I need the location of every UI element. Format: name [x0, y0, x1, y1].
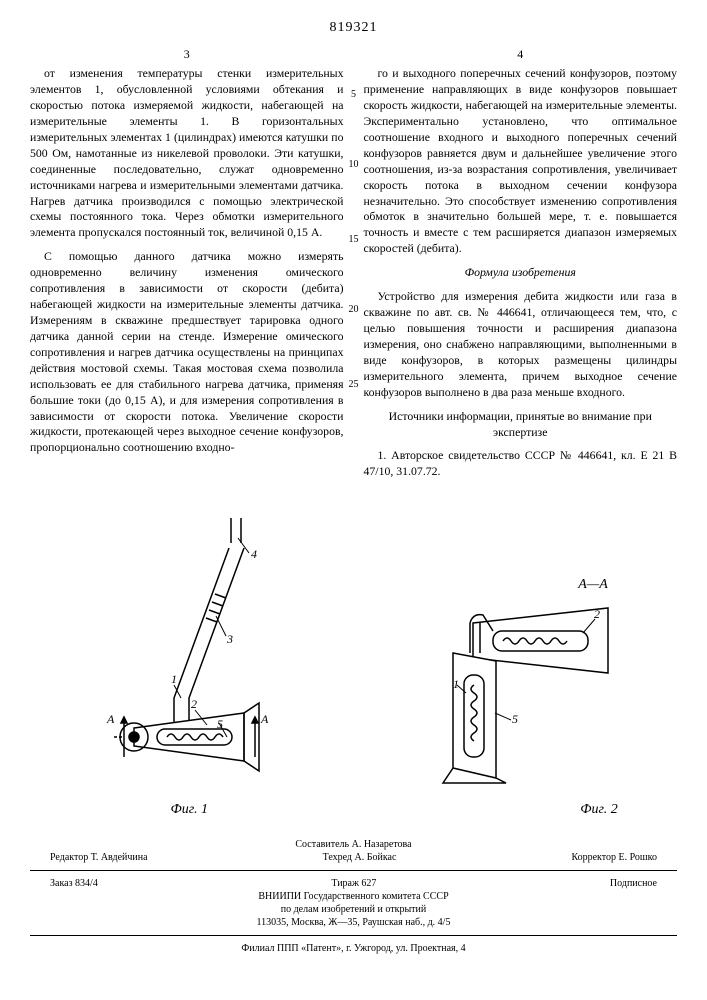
patent-number: 819321 — [30, 20, 677, 36]
line-marker: 10 — [345, 160, 363, 170]
right-paragraph-3: 1. Авторское свидетельство СССР № 446641… — [364, 448, 678, 480]
footer-order: Заказ 834/4 — [50, 877, 98, 890]
left-paragraph-2: С помощью данного датчика можно измерять… — [30, 249, 344, 456]
section-label-a-right: A — [260, 712, 269, 726]
fig1-callout-1: 1 — [171, 672, 177, 686]
footer-rule-2 — [30, 935, 677, 936]
figure-2-svg: 2 1 5 — [398, 593, 628, 793]
left-column: 3 от изменения температуры стенки измери… — [30, 46, 344, 488]
footer: Составитель А. Назаретова Редактор Т. Ав… — [30, 838, 677, 955]
formula-title: Формула изобретения — [364, 265, 678, 281]
page-number-right: 4 — [364, 46, 678, 62]
fig2-callout-1: 1 — [453, 677, 459, 691]
footer-org-1: ВНИИПИ Государственного комитета СССР — [30, 890, 677, 903]
line-marker: 25 — [345, 380, 363, 390]
footer-editor: Редактор Т. Авдейчина — [50, 851, 148, 864]
line-marker: 15 — [345, 235, 363, 245]
text-columns: 3 от изменения температуры стенки измери… — [30, 46, 677, 488]
figure-1-label: Фиг. 1 — [79, 802, 299, 818]
footer-org-2: по делам изобретений и открытий — [30, 903, 677, 916]
figure-1-svg: A A 1 2 3 4 5 — [79, 503, 299, 793]
footer-rule-1 — [30, 870, 677, 871]
footer-subscription: Подписное — [610, 877, 657, 890]
line-marker: 20 — [345, 305, 363, 315]
line-marker: 5 — [345, 90, 363, 100]
section-label-a-left: A — [106, 712, 115, 726]
figures-area: A A 1 2 3 4 5 Фиг. 1 А—А — [30, 503, 677, 818]
footer-addr-2: Филиал ППП «Патент», г. Ужгород, ул. Про… — [30, 942, 677, 955]
page: 819321 5 10 15 20 25 3 от изменения темп… — [0, 0, 707, 1000]
sources-title: Источники информации, принятые во вниман… — [364, 409, 678, 441]
right-column: 4 го и выходного поперечных сечений конф… — [364, 46, 678, 488]
right-paragraph-2: Устройство для измерения дебита жидкости… — [364, 289, 678, 400]
fig2-callout-2: 2 — [594, 607, 600, 621]
footer-tirage: Тираж 627 — [331, 877, 376, 890]
footer-addr-1: 113035, Москва, Ж—35, Раушская наб., д. … — [30, 916, 677, 929]
figure-2: А—А — [398, 577, 628, 818]
figure-1: A A 1 2 3 4 5 Фиг. 1 — [79, 503, 299, 818]
fig1-callout-3: 3 — [226, 632, 233, 646]
fig1-callout-4: 4 — [251, 547, 257, 561]
footer-corrector: Корректор Е. Рошко — [571, 851, 657, 864]
figure-2-label: Фиг. 2 — [398, 802, 628, 818]
fig1-callout-2: 2 — [191, 697, 197, 711]
fig2-callout-5: 5 — [512, 712, 518, 726]
page-number-left: 3 — [30, 46, 344, 62]
right-paragraph-1: го и выходного поперечных сечений конфуз… — [364, 66, 678, 257]
footer-techred: Техред А. Бойкас — [323, 851, 397, 864]
left-paragraph-1: от изменения температуры стенки измерите… — [30, 66, 344, 241]
footer-compiler: Составитель А. Назаретова — [30, 838, 677, 851]
figure-2-section-title: А—А — [398, 577, 628, 593]
